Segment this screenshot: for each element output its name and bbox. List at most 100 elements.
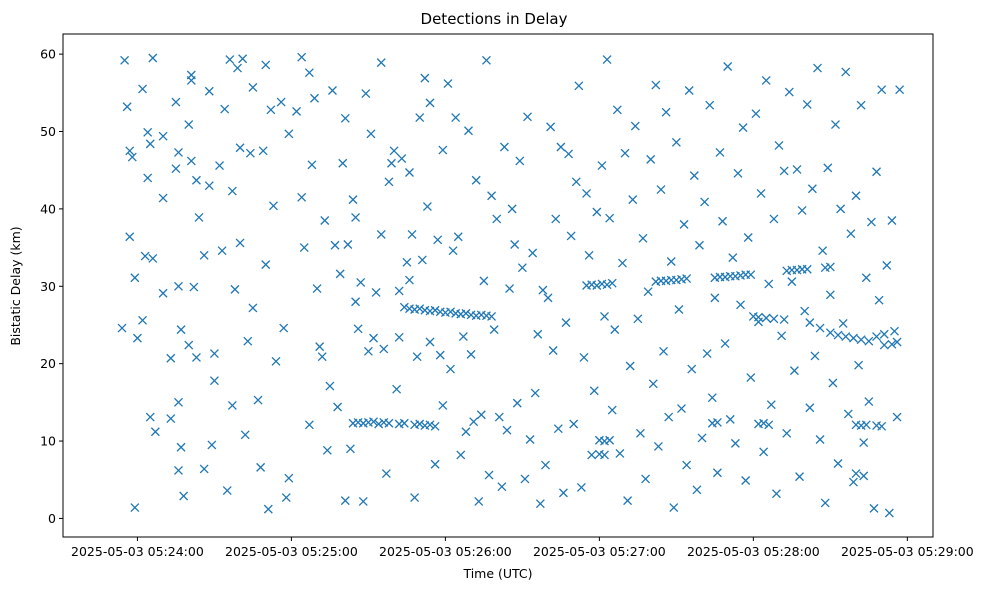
data-point — [271, 356, 281, 366]
data-point — [651, 80, 661, 90]
x-tick-label: 2025-05-03 05:24:00 — [71, 544, 204, 559]
data-point — [738, 123, 748, 133]
data-point — [728, 253, 738, 263]
data-point — [841, 332, 851, 342]
data-point — [451, 113, 461, 123]
data-point — [176, 325, 186, 335]
data-point — [415, 113, 425, 123]
data-point — [356, 277, 366, 287]
data-point — [600, 450, 609, 460]
data-point — [856, 335, 866, 345]
data-point — [725, 414, 735, 424]
data-point — [209, 376, 219, 386]
data-point — [284, 129, 294, 139]
data-point — [546, 122, 556, 132]
x-tick-label: 2025-05-03 05:28:00 — [687, 544, 820, 559]
data-point — [538, 285, 548, 295]
data-point — [689, 171, 699, 181]
data-point — [376, 229, 386, 239]
data-point — [425, 337, 435, 347]
x-tick-label: 2025-05-03 05:29:00 — [841, 544, 974, 559]
data-point — [494, 412, 504, 422]
data-point — [861, 273, 871, 283]
data-point — [363, 346, 373, 356]
data-point — [677, 404, 686, 414]
data-point — [771, 489, 781, 499]
data-point — [556, 142, 566, 152]
data-point — [523, 112, 532, 122]
data-point — [130, 503, 140, 513]
data-point — [233, 63, 242, 73]
data-point — [761, 313, 771, 323]
data-point — [248, 303, 258, 313]
data-point — [374, 419, 384, 429]
data-point — [764, 420, 774, 430]
data-point — [333, 402, 343, 412]
data-point — [582, 188, 591, 198]
data-point — [258, 146, 268, 156]
data-point — [510, 240, 520, 249]
data-point — [174, 465, 183, 475]
data-point — [669, 503, 679, 513]
data-point — [132, 333, 142, 343]
data-point — [512, 398, 522, 408]
data-point — [597, 161, 607, 171]
data-point — [854, 360, 864, 370]
data-point — [846, 229, 856, 239]
data-point — [823, 163, 833, 173]
data-point — [600, 311, 609, 321]
data-point — [666, 257, 676, 266]
y-tick-label: 40 — [40, 201, 56, 216]
data-point — [587, 450, 597, 460]
data-point — [723, 62, 733, 71]
data-point — [469, 417, 479, 427]
data-point — [592, 207, 602, 217]
data-point — [148, 53, 158, 63]
data-point — [661, 107, 671, 117]
data-point — [825, 328, 835, 338]
data-point — [892, 337, 902, 347]
data-point — [535, 499, 545, 509]
data-point — [836, 204, 846, 214]
data-point — [730, 438, 740, 448]
data-point — [605, 213, 615, 223]
data-point — [874, 295, 884, 305]
data-point — [340, 496, 350, 506]
data-point — [856, 100, 866, 110]
data-point — [453, 232, 463, 242]
data-point — [756, 188, 766, 198]
data-point — [376, 58, 386, 68]
data-point — [612, 105, 622, 115]
data-point — [848, 333, 858, 343]
data-point — [576, 483, 586, 492]
data-point — [825, 262, 835, 272]
data-point — [191, 175, 201, 185]
data-point — [381, 469, 391, 479]
data-point — [145, 412, 155, 422]
data-point — [299, 243, 309, 253]
data-point — [782, 428, 792, 438]
data-point — [828, 378, 838, 388]
data-point — [712, 468, 722, 478]
data-point — [702, 349, 712, 359]
data-point — [425, 98, 435, 108]
data-point — [841, 67, 851, 77]
data-point — [176, 442, 186, 452]
data-point — [471, 175, 481, 185]
data-point — [448, 246, 458, 256]
data-point — [866, 217, 876, 227]
data-point — [884, 508, 894, 518]
data-point — [204, 181, 214, 191]
data-point — [715, 147, 725, 157]
data-point — [322, 445, 332, 455]
data-point — [122, 102, 132, 112]
data-point — [217, 246, 227, 256]
data-point — [430, 421, 440, 431]
data-point — [571, 177, 581, 187]
data-point — [261, 60, 271, 70]
data-point — [171, 164, 181, 174]
data-point — [561, 318, 571, 328]
data-point — [638, 233, 648, 243]
data-point — [789, 366, 799, 376]
data-point — [869, 503, 879, 513]
